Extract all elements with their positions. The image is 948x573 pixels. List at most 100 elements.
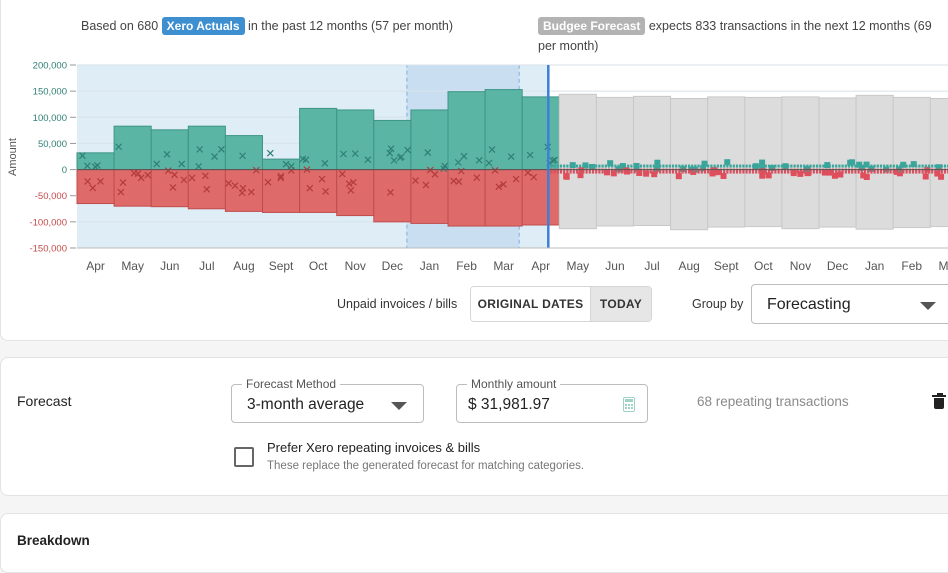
forecast-transaction-marker (863, 174, 870, 181)
prefer-repeating-label: Prefer Xero repeating invoices & bills (267, 440, 481, 455)
cashflow-chart[interactable]: 200,000 150,000 100,000 50,000 0 -50,000 -100,… (0, 0, 948, 285)
forecast-band-expense (639, 168, 643, 174)
forecast-transaction-marker (910, 161, 917, 168)
forecast-band-income (732, 164, 735, 168)
transaction-marker (412, 177, 419, 184)
forecast-band-income (809, 164, 812, 168)
transaction-marker (130, 169, 138, 177)
forecast-band-income (815, 164, 819, 168)
forecast-band-income (937, 164, 940, 168)
forecast-band-income (607, 164, 611, 168)
forecast-band-expense (659, 168, 662, 174)
forecast-band-expense (646, 168, 649, 174)
forecast-band-income (675, 164, 678, 168)
transaction-marker (217, 145, 225, 153)
forecast-band-expense (662, 168, 665, 174)
forecast-band-expense (889, 168, 892, 174)
forecast-band-income (643, 164, 646, 168)
transaction-marker (97, 177, 104, 185)
forecast-band-income (614, 164, 617, 168)
prefer-repeating-checkbox[interactable] (234, 447, 254, 467)
x-tick-label: Feb (901, 259, 922, 273)
forecast-transaction-marker (724, 159, 731, 166)
original-dates-option[interactable]: ORIGINAL DATES (471, 287, 591, 321)
forecast-band-income (819, 164, 822, 168)
forecast-band-income (598, 164, 601, 168)
forecast-band-income (627, 164, 630, 168)
forecast-band-expense (847, 168, 851, 174)
transaction-marker (299, 155, 307, 163)
forecast-band-income (799, 164, 803, 168)
forecast-band-expense (857, 168, 860, 174)
forecast-band-expense (655, 168, 659, 174)
today-option[interactable]: TODAY (591, 287, 651, 321)
forecast-summary-line2: per month) (538, 39, 599, 53)
forecast-method-select[interactable]: Forecast Method 3-month average (231, 377, 424, 423)
calculator-icon[interactable] (623, 397, 635, 412)
y-tick-label: 100,000 (33, 113, 67, 124)
forecast-band-income (771, 164, 774, 168)
group-by-select[interactable]: Forecasting (751, 284, 948, 324)
transaction-marker (163, 150, 171, 158)
expense-bar (521, 169, 560, 226)
transaction-marker (526, 151, 534, 159)
forecast-band-income (860, 164, 863, 168)
forecast-band-expense (559, 168, 563, 174)
forecast-band-expense (678, 168, 681, 174)
budgee-forecast-badge: Budgee Forecast (538, 17, 646, 35)
unpaid-date-toggle[interactable]: ORIGINAL DATES TODAY (470, 286, 652, 322)
forecast-band-income (867, 164, 870, 168)
forecast-transaction-marker (797, 170, 804, 177)
expense-bar (595, 169, 635, 227)
forecast-band-expense (553, 168, 556, 174)
income-bar (484, 89, 523, 171)
transaction-marker (475, 156, 483, 164)
transaction-marker (252, 166, 260, 174)
transaction-marker (277, 172, 285, 180)
forecast-band-expense (780, 168, 783, 174)
forecast-band-expense (611, 168, 614, 174)
forecast-band-income (863, 164, 867, 168)
forecast-band-expense (876, 168, 879, 174)
forecast-band-income (755, 164, 758, 168)
forecast-band-expense (601, 168, 604, 174)
forecast-band-expense (764, 168, 767, 174)
expense-bar (447, 169, 486, 227)
transaction-marker (89, 184, 97, 192)
actuals-prefix: Based on 680 (81, 19, 159, 33)
forecast-band-expense (649, 168, 652, 174)
forecast-transaction-marker (858, 164, 865, 171)
forecast-band-income (559, 164, 563, 168)
transaction-marker (457, 167, 465, 175)
forecast-band-income (639, 164, 643, 168)
forecast-band-expense (934, 168, 937, 174)
forecast-band-income (905, 164, 908, 168)
forecast-band-expense (556, 168, 559, 174)
trash-icon[interactable] (932, 393, 946, 409)
forecast-band-expense (819, 168, 822, 174)
x-tick-label: Apr (531, 259, 550, 273)
forecast-band-income (582, 164, 585, 168)
y-axis-label: Amount (7, 138, 19, 176)
forecast-band-expense (844, 168, 847, 174)
forecast-band-income (745, 164, 748, 168)
forecast-band-expense (924, 168, 927, 174)
expense-bar (76, 169, 115, 205)
transaction-marker (169, 184, 177, 191)
forecast-band-income (723, 164, 726, 168)
forecast-band-expense (937, 168, 940, 174)
forecast-transaction-marker (863, 161, 870, 168)
forecast-band-income (761, 164, 764, 168)
monthly-amount-field[interactable]: Monthly amount $ 31,981.97 (456, 377, 648, 423)
transaction-marker (306, 184, 314, 192)
forecast-band-expense (595, 168, 598, 174)
repeating-transactions-count: 68 repeating transactions (697, 394, 849, 409)
forecast-band-expense (831, 168, 835, 174)
transaction-marker (115, 143, 123, 151)
income-bar (707, 96, 746, 171)
forecast-band-income (665, 164, 668, 168)
x-tick-label: Aug (233, 259, 254, 273)
forecast-band-expense (931, 168, 934, 174)
transaction-marker (94, 162, 101, 169)
forecast-band-income (652, 164, 655, 168)
